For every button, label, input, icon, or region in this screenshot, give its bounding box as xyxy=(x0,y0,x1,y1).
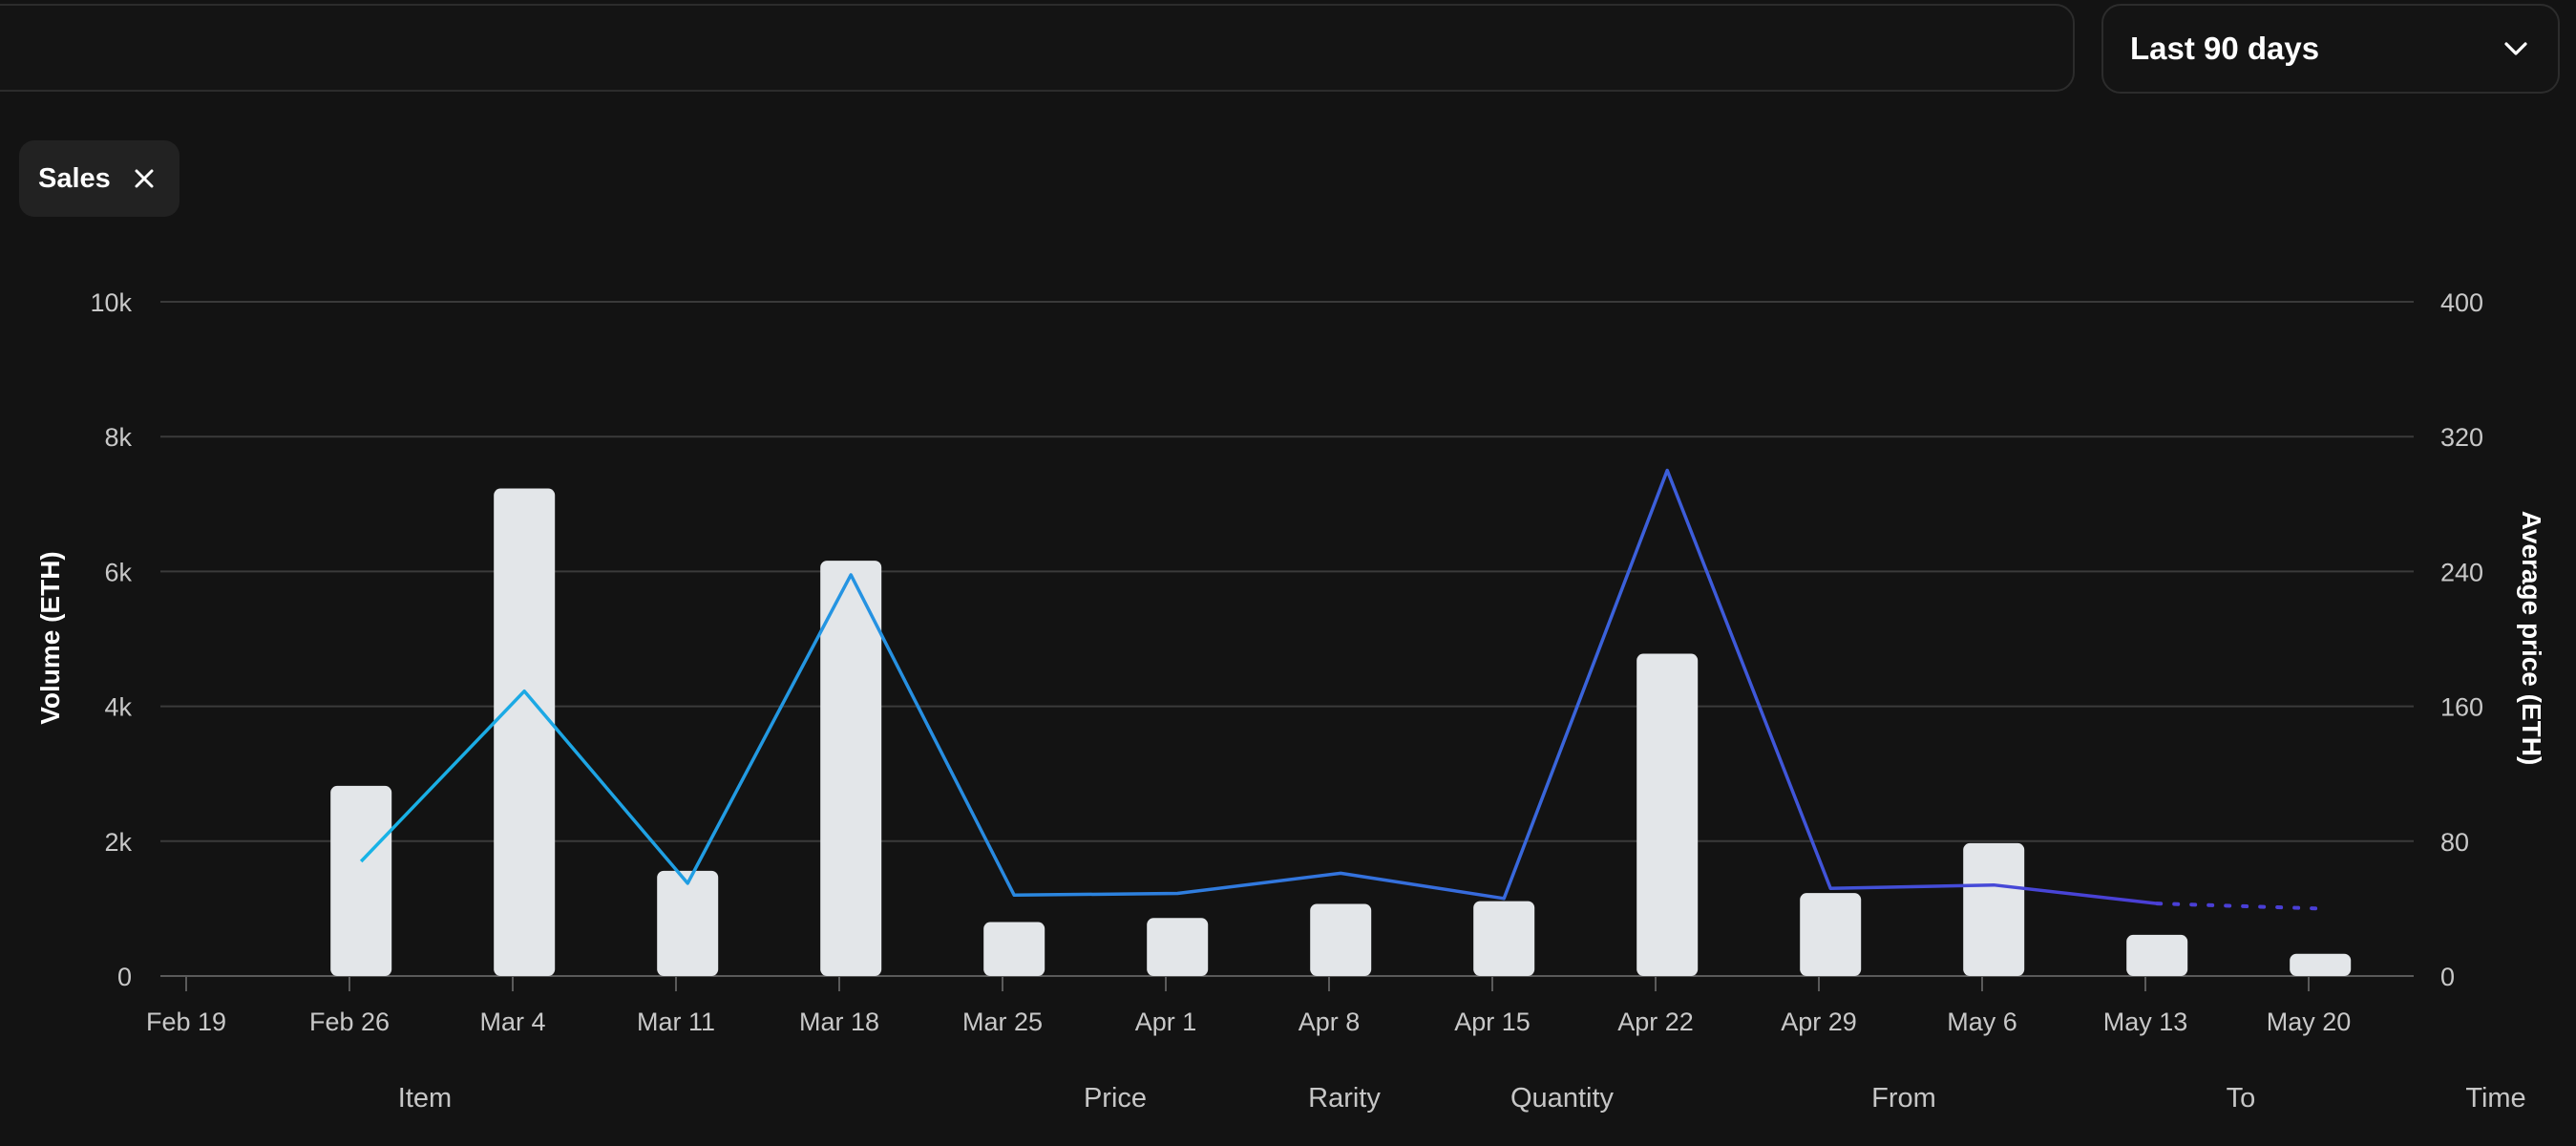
left-tick-label: 0 xyxy=(117,963,132,991)
left-tick-label: 10k xyxy=(90,288,132,317)
volume-bar[interactable] xyxy=(330,785,392,976)
volume-bar[interactable] xyxy=(1800,893,1862,976)
right-tick-label: 0 xyxy=(2440,963,2455,991)
close-icon[interactable] xyxy=(132,166,157,191)
x-tick-label: Mar 4 xyxy=(479,1008,545,1036)
filter-chip-sales[interactable]: Sales xyxy=(19,140,179,217)
left-tick-label: 6k xyxy=(104,558,132,586)
search-bar[interactable] xyxy=(0,4,2075,92)
right-tick-label: 240 xyxy=(2440,558,2483,586)
volume-bar[interactable] xyxy=(494,488,556,976)
volume-bar[interactable] xyxy=(820,561,882,976)
right-tick-label: 400 xyxy=(2440,288,2483,317)
x-tick-label: Mar 25 xyxy=(962,1008,1043,1036)
time-range-label: Last 90 days xyxy=(2130,31,2320,66)
volume-bar[interactable] xyxy=(983,922,1045,976)
volume-bar[interactable] xyxy=(1963,842,2025,976)
x-tick-label: Apr 22 xyxy=(1617,1008,1694,1036)
column-header-rarity[interactable]: Rarity xyxy=(1308,1083,1381,1114)
left-tick-label: 8k xyxy=(104,423,132,452)
average-price-line-projected xyxy=(2155,902,2323,911)
volume-bar[interactable] xyxy=(657,870,719,976)
time-range-dropdown[interactable]: Last 90 days xyxy=(2101,4,2560,94)
volume-bar[interactable] xyxy=(1636,653,1699,976)
column-header-item[interactable]: Item xyxy=(397,1083,453,1114)
x-tick-label: May 13 xyxy=(2103,1008,2188,1036)
x-tick-label: Mar 11 xyxy=(637,1008,715,1036)
column-header-price[interactable]: Price xyxy=(1083,1083,1148,1114)
right-tick-label: 320 xyxy=(2440,423,2483,452)
volume-bars xyxy=(330,488,2352,976)
left-tick-label: 2k xyxy=(104,828,132,857)
volume-bar[interactable] xyxy=(1147,918,1209,976)
average-price-line-solid xyxy=(359,468,2158,905)
chevron-down-icon xyxy=(2501,33,2531,64)
axis-ticks: 0 0 2k 80 4k 160 6k 240 8k 320 10k 400 Feb 19 Feb 26 M… xyxy=(90,288,2483,1036)
x-tick-label: Feb 19 xyxy=(146,1008,226,1036)
x-tick-label: Apr 8 xyxy=(1299,1008,1361,1036)
left-axis-title: Volume (ETH) xyxy=(35,551,65,724)
volume-bar[interactable] xyxy=(2126,934,2188,976)
column-header-to[interactable]: To xyxy=(2226,1083,2256,1114)
left-tick-label: 4k xyxy=(104,693,132,722)
x-tick-label: Feb 26 xyxy=(309,1008,390,1036)
right-tick-label: 80 xyxy=(2440,828,2469,857)
x-tick-label: May 6 xyxy=(1947,1008,2017,1036)
filter-chip-label: Sales xyxy=(38,162,111,194)
volume-bar[interactable] xyxy=(2290,953,2352,976)
volume-bar[interactable] xyxy=(1473,901,1535,976)
volume-bar[interactable] xyxy=(1310,903,1372,976)
right-tick-label: 160 xyxy=(2440,693,2483,722)
right-axis-title: Average price (ETH) xyxy=(2517,511,2546,766)
x-tick-label: Apr 1 xyxy=(1135,1008,1197,1036)
x-tick-label: Apr 29 xyxy=(1781,1008,1857,1036)
x-tick-label: May 20 xyxy=(2267,1008,2352,1036)
column-header-quantity[interactable]: Quantity xyxy=(1510,1083,1614,1114)
column-header-from[interactable]: From xyxy=(1871,1083,1936,1114)
column-header-time[interactable]: Time xyxy=(2465,1083,2526,1114)
x-tick-label: Mar 18 xyxy=(799,1008,879,1036)
sales-chart: 0 0 2k 80 4k 160 6k 240 8k 320 10k 400 Feb 19 Feb 26 M… xyxy=(35,288,2546,1036)
x-tick-label: Apr 15 xyxy=(1454,1008,1531,1036)
average-price-line xyxy=(359,468,2323,911)
